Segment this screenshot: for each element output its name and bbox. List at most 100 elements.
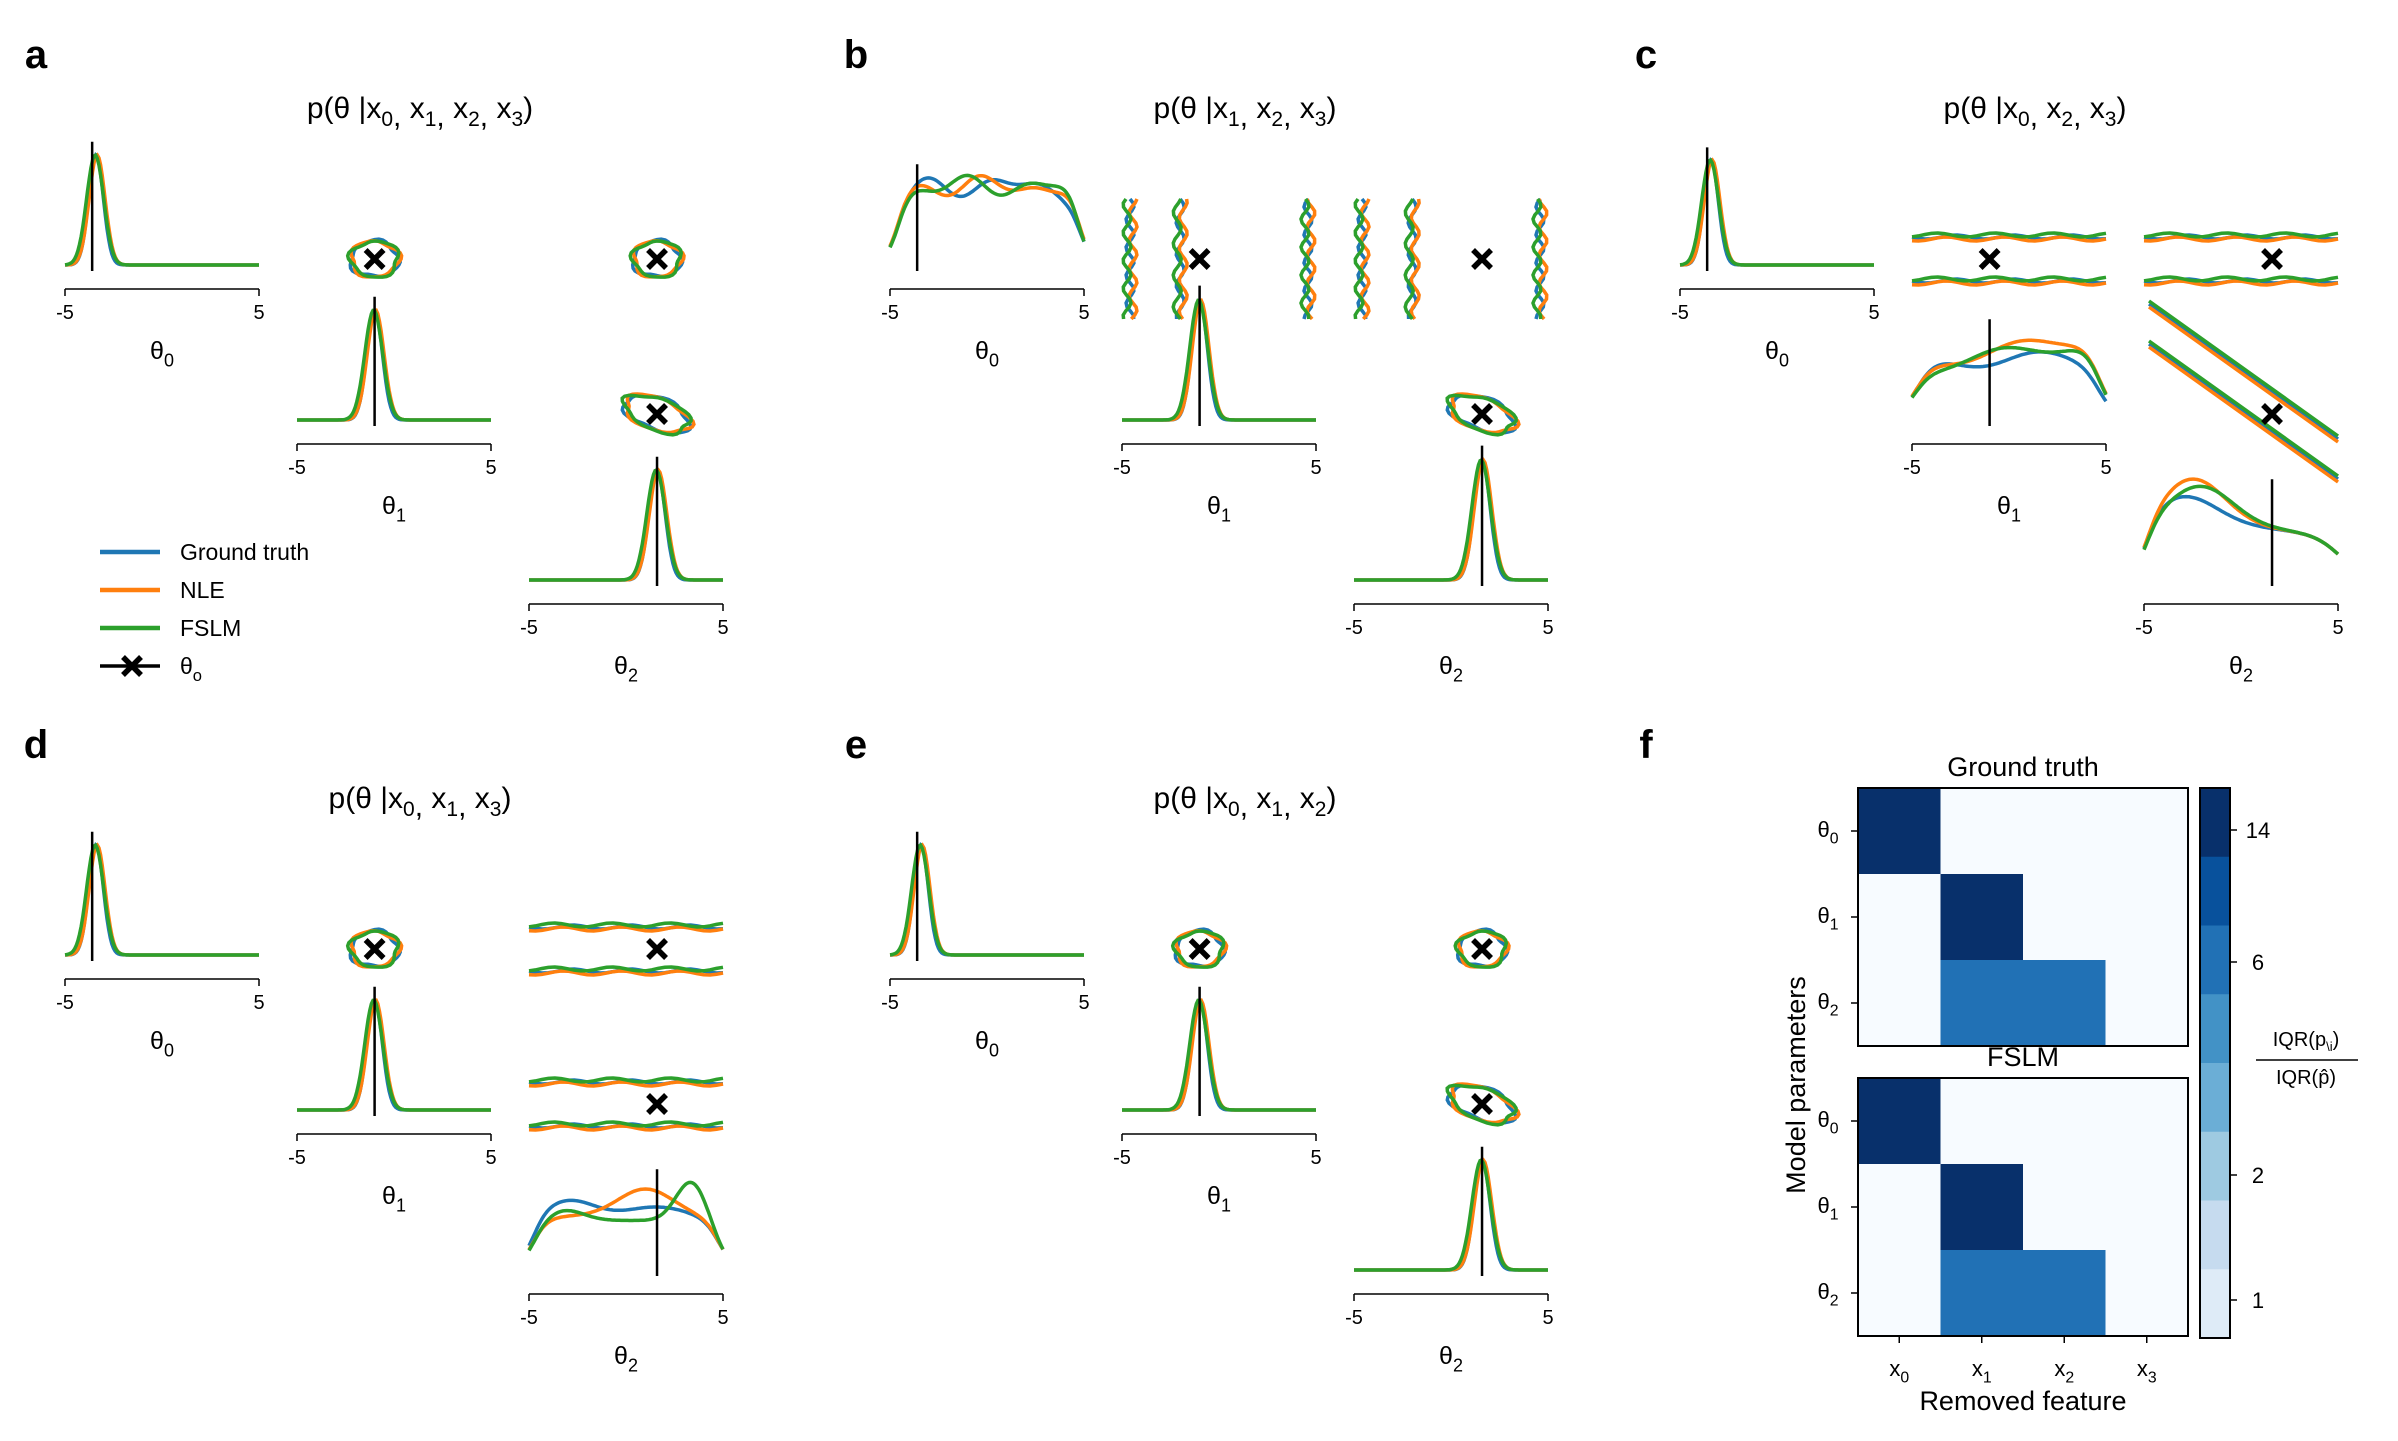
heatmap-ground-truth: Ground truth θ0 θ1 θ2 [1817, 752, 2189, 1047]
panel-title: p(θ |x0, x2, x3) [1944, 92, 2127, 133]
tick-label: 5 [1310, 457, 1321, 479]
theta-o-marker [2261, 248, 2283, 270]
tick-label: 5 [2100, 457, 2111, 479]
pair-theta1-theta2 [1445, 1082, 1521, 1127]
axis-label-theta1: θ1 [382, 492, 406, 526]
marginal-theta0: -5 5 θ0 [881, 164, 1090, 371]
contour-nle [528, 1080, 724, 1132]
theta-o-marker [1471, 403, 1493, 425]
theta-o-marker [1471, 938, 1493, 960]
contour-fslm [2143, 231, 2339, 283]
legend-cross-icon [121, 655, 143, 677]
tick-label: -5 [56, 302, 74, 324]
pair-theta1-theta2 [1445, 392, 1521, 437]
tick-label: -5 [288, 457, 306, 479]
marginal-theta2: -5 5 θ2 [1345, 1146, 1554, 1376]
contour-fslm [528, 921, 724, 973]
density-line-nle [529, 467, 723, 582]
density-line-fslm [64, 152, 259, 267]
density-line-fslm [1354, 458, 1548, 582]
colorbar-segment [2200, 1269, 2230, 1339]
panel-d: d p(θ |x0, x1, x3) -5 5 θ0 -5 5 θ1 -5 5 θ2 [24, 723, 729, 1376]
contour-fslm [345, 929, 401, 969]
density-line-fslm [888, 173, 1086, 249]
density-line-fslm [1122, 298, 1316, 422]
tick-label: 5 [1310, 1147, 1321, 1169]
heatmap-cell [2105, 874, 2189, 961]
pair-theta0-theta2 [1353, 197, 1549, 321]
marginal-theta0: -5 5 θ0 [1671, 147, 1880, 371]
legend: Ground truth NLE FSLM θo [100, 539, 309, 685]
row-label: θ0 [1817, 817, 1838, 848]
heatmap-cell [2023, 1078, 2106, 1165]
colorbar-tick-label: 6 [2252, 950, 2264, 975]
colorbar-tick-label: 14 [2246, 818, 2270, 843]
tick-label: -5 [56, 992, 74, 1014]
tick-label: -5 [1113, 457, 1131, 479]
density-line-nle [1354, 1157, 1548, 1272]
density-line-ground-truth [527, 1198, 725, 1251]
pair-theta0-theta2 [628, 237, 686, 279]
tick-label: -5 [288, 1147, 306, 1169]
theta-o-marker [1471, 248, 1493, 270]
heatmap-cell [1940, 788, 2024, 875]
tick-label: 5 [485, 457, 496, 479]
marginal-theta1: -5 5 θ1 [288, 296, 497, 526]
density-line-fslm [1354, 1158, 1548, 1272]
colorbar-segment [2200, 788, 2230, 858]
panel-f: f Ground truth θ0 θ1 θ2 FSLM θ0 θ1 θ2 x0 x1 x2 x3 Rem… [1639, 723, 2358, 1416]
tick-label: 5 [485, 1147, 496, 1169]
tick-label: 5 [717, 617, 728, 639]
colorbar: 14 6 2 1 IQR(p\i) IQR(p̂) [2199, 787, 2358, 1339]
heatmap-cell [2023, 788, 2106, 875]
row-label: θ2 [1817, 1279, 1838, 1310]
theta-o-marker [646, 248, 668, 270]
density-line-ground-truth [1122, 296, 1316, 422]
density-line-nle [1354, 457, 1548, 582]
theta-o-marker [646, 1093, 668, 1115]
panel-a: a p(θ |x0, x1, x2, x3) -5 5 θ0 -5 5 θ1 -5 5 θ2 [25, 33, 729, 686]
col-label: x0 [1889, 1356, 1909, 1387]
marginal-theta1: -5 5 θ1 [1903, 319, 2112, 526]
density-line-ground-truth [1122, 996, 1316, 1112]
density-line-nle [889, 842, 1084, 957]
density-line-fslm [297, 998, 491, 1112]
contour-nle [1174, 928, 1229, 969]
contour-fslm [628, 239, 684, 279]
panel-letter: d [24, 723, 48, 767]
panel-letter: c [1635, 33, 1657, 77]
heatmap-title: FSLM [1987, 1042, 2059, 1072]
colorbar-frame [2199, 787, 2231, 1339]
tick-label: -5 [520, 617, 538, 639]
contour-fslm [1911, 231, 2107, 283]
theta-o-marker [363, 938, 386, 960]
tick-label: -5 [520, 1307, 538, 1329]
marginal-theta2: -5 5 θ2 [520, 456, 729, 686]
row-label: θ2 [1817, 989, 1838, 1020]
density-line-fslm [889, 842, 1084, 957]
tick-label: -5 [1345, 1307, 1363, 1329]
theta-o-marker [1188, 248, 1211, 270]
density-line-fslm [529, 468, 723, 582]
axis-label-theta1: θ1 [1207, 1182, 1231, 1216]
row-label: θ0 [1817, 1107, 1838, 1138]
colorbar-segment [2200, 925, 2230, 995]
col-label: x3 [2137, 1356, 2157, 1387]
density-line-ground-truth [297, 306, 491, 422]
axis-label-theta0: θ0 [150, 1027, 174, 1061]
axis-label-theta1: θ1 [1997, 492, 2021, 526]
marginal-theta1: -5 5 θ1 [288, 986, 497, 1216]
contour-nle [2143, 235, 2339, 287]
panel-title: p(θ |x1, x2, x3) [1154, 92, 1337, 133]
heatmap-xlabel: Removed feature [1919, 1386, 2126, 1416]
density-line-nle [297, 308, 491, 422]
colorbar-tick-label: 1 [2252, 1288, 2264, 1313]
panel-title: p(θ |x0, x1, x2) [1154, 782, 1337, 823]
pair-theta0-theta1 [345, 927, 404, 969]
density-line-fslm [64, 842, 259, 957]
theta-o-marker [1978, 248, 2001, 270]
axis-label-theta0: θ0 [1765, 337, 1789, 371]
tick-label: -5 [1345, 617, 1363, 639]
axis-label-theta0: θ0 [975, 1027, 999, 1061]
